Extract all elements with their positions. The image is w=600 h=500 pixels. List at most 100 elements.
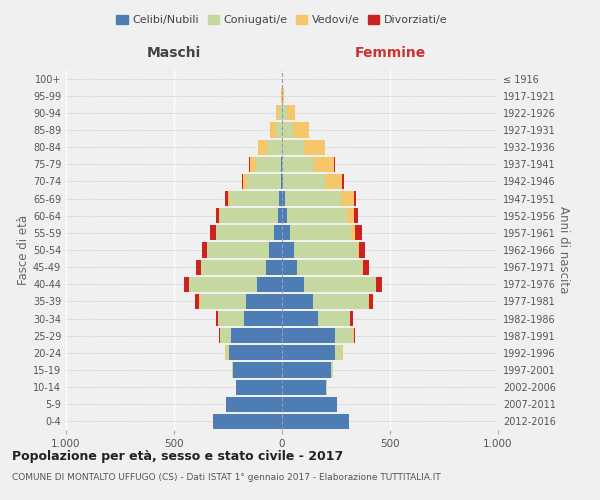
Bar	[279, 106, 282, 120]
Bar	[231, 328, 282, 344]
Bar	[201, 260, 266, 274]
Bar	[314, 156, 334, 172]
Bar	[195, 294, 199, 309]
Bar	[282, 380, 326, 394]
Bar	[226, 346, 229, 360]
Bar	[219, 328, 220, 344]
Bar	[282, 260, 297, 274]
Bar	[282, 226, 290, 240]
Bar	[213, 414, 282, 429]
Bar	[354, 208, 358, 224]
Bar	[282, 294, 313, 309]
Bar	[363, 260, 369, 274]
Bar	[283, 106, 287, 120]
Bar	[269, 242, 282, 258]
Bar	[230, 191, 280, 206]
Legend: Celibi/Nubili, Coniugati/e, Vedovi/e, Divorziati/e: Celibi/Nubili, Coniugati/e, Vedovi/e, Di…	[112, 10, 452, 30]
Bar	[335, 346, 343, 360]
Bar	[196, 260, 200, 274]
Bar	[275, 122, 282, 138]
Bar	[335, 328, 353, 344]
Bar	[216, 208, 220, 224]
Bar	[258, 140, 267, 154]
Bar	[256, 156, 281, 172]
Bar	[200, 294, 247, 309]
Bar	[331, 362, 333, 378]
Bar	[282, 242, 294, 258]
Bar	[247, 174, 281, 189]
Bar	[282, 346, 335, 360]
Bar	[226, 396, 282, 412]
Bar	[257, 276, 282, 292]
Bar	[325, 174, 343, 189]
Bar	[210, 226, 215, 240]
Bar	[184, 276, 188, 292]
Bar	[282, 311, 317, 326]
Bar	[275, 106, 279, 120]
Bar	[304, 140, 325, 154]
Bar	[282, 208, 287, 224]
Bar	[243, 174, 247, 189]
Bar	[244, 311, 282, 326]
Bar	[215, 311, 218, 326]
Bar	[354, 191, 356, 206]
Bar	[280, 191, 282, 206]
Bar	[282, 191, 284, 206]
Bar	[304, 276, 376, 292]
Bar	[343, 174, 344, 189]
Bar	[284, 191, 341, 206]
Bar	[294, 242, 356, 258]
Bar	[351, 226, 355, 240]
Bar	[355, 226, 362, 240]
Bar	[282, 362, 331, 378]
Bar	[290, 226, 351, 240]
Text: Maschi: Maschi	[147, 46, 201, 60]
Bar	[278, 208, 282, 224]
Bar	[282, 414, 349, 429]
Bar	[297, 260, 362, 274]
Bar	[341, 191, 354, 206]
Bar	[266, 260, 282, 274]
Bar	[354, 328, 355, 344]
Bar	[229, 346, 282, 360]
Bar	[282, 276, 304, 292]
Text: Popolazione per età, sesso e stato civile - 2017: Popolazione per età, sesso e stato civil…	[12, 450, 343, 463]
Bar	[220, 328, 231, 344]
Bar	[283, 156, 314, 172]
Y-axis label: Anni di nascita: Anni di nascita	[557, 206, 569, 294]
Bar	[227, 191, 230, 206]
Bar	[282, 328, 335, 344]
Bar	[350, 311, 353, 326]
Bar	[248, 156, 250, 172]
Bar	[376, 276, 382, 292]
Bar	[362, 260, 363, 274]
Bar	[359, 242, 365, 258]
Bar	[293, 122, 310, 138]
Bar	[242, 174, 243, 189]
Bar	[250, 156, 256, 172]
Bar	[220, 208, 278, 224]
Bar	[281, 174, 282, 189]
Bar	[313, 294, 368, 309]
Bar	[216, 226, 274, 240]
Bar	[334, 156, 335, 172]
Bar	[283, 174, 325, 189]
Text: COMUNE DI MONTALTO UFFUGO (CS) - Dati ISTAT 1° gennaio 2017 - Elaborazione TUTTI: COMUNE DI MONTALTO UFFUGO (CS) - Dati IS…	[12, 472, 441, 482]
Bar	[283, 88, 284, 104]
Y-axis label: Fasce di età: Fasce di età	[17, 215, 30, 285]
Bar	[281, 156, 282, 172]
Bar	[270, 122, 275, 138]
Bar	[208, 242, 269, 258]
Bar	[218, 311, 244, 326]
Bar	[283, 122, 293, 138]
Bar	[287, 208, 347, 224]
Text: Femmine: Femmine	[355, 46, 425, 60]
Bar	[369, 294, 373, 309]
Bar	[347, 208, 354, 224]
Bar	[233, 362, 282, 378]
Bar	[274, 226, 282, 240]
Bar	[236, 380, 282, 394]
Bar	[226, 191, 227, 206]
Bar	[282, 174, 283, 189]
Bar	[202, 242, 207, 258]
